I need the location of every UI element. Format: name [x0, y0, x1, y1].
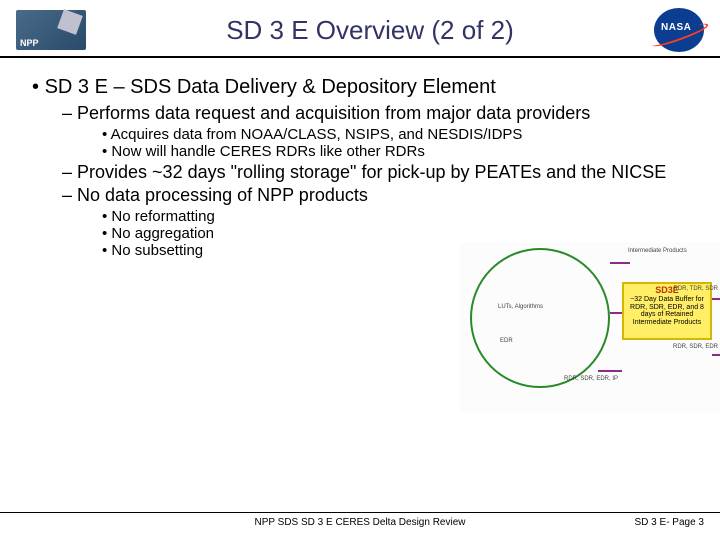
arrow-icon: [610, 262, 630, 264]
diagram-label: EDR: [500, 338, 513, 344]
arrow-icon: [598, 370, 622, 372]
box-text: ~32 Day Data Buffer for RDR, SDR, EDR, a…: [626, 296, 708, 327]
bullet-level3: No reformatting: [102, 208, 696, 225]
slide-content: SD 3 E – SDS Data Delivery & Depository …: [0, 58, 720, 259]
bullet-level2: Performs data request and acquisition fr…: [62, 103, 696, 160]
footer-center: NPP SDS SD 3 E CERES Delta Design Review: [254, 517, 465, 528]
bullet-text: Performs data request and acquisition fr…: [77, 103, 590, 123]
npp-logo-icon: [16, 10, 86, 50]
nasa-logo-icon: [654, 8, 704, 52]
bullet-level3: Now will handle CERES RDRs like other RD…: [102, 143, 696, 160]
bullet-level3: Acquires data from NOAA/CLASS, NSIPS, an…: [102, 126, 696, 143]
footer-right: SD 3 E- Page 3: [635, 517, 704, 528]
slide-title: SD 3 E Overview (2 of 2): [86, 15, 654, 46]
bullet-text: No data processing of NPP products: [77, 185, 368, 205]
bullet-level2: Provides ~32 days "rolling storage" for …: [62, 162, 696, 183]
diagram-label: Intermediate Products: [628, 248, 687, 254]
architecture-diagram: Intermediate Products SD3E ~32 Day Data …: [460, 242, 720, 412]
arrow-icon: [712, 298, 720, 300]
bullet-text: SD 3 E – SDS Data Delivery & Depository …: [45, 76, 496, 98]
arrow-icon: [712, 354, 720, 356]
bullet-level3: No aggregation: [102, 225, 696, 242]
diagram-label: RDR, TDR, SDR: [673, 286, 718, 292]
diagram-label: RDR, SDR, EDR, IP: [564, 376, 618, 382]
slide-footer: NPP SDS SD 3 E CERES Delta Design Review…: [0, 512, 720, 528]
arrow-icon: [610, 312, 622, 314]
circle-icon: [470, 248, 610, 388]
bullet-text: Provides ~32 days "rolling storage" for …: [77, 162, 666, 182]
diagram-label: RDR, SDR, EDR: [673, 344, 718, 350]
slide-header: SD 3 E Overview (2 of 2): [0, 0, 720, 58]
diagram-label: LUTs, Algorithms: [498, 304, 543, 310]
bullet-level1: SD 3 E – SDS Data Delivery & Depository …: [32, 76, 696, 259]
